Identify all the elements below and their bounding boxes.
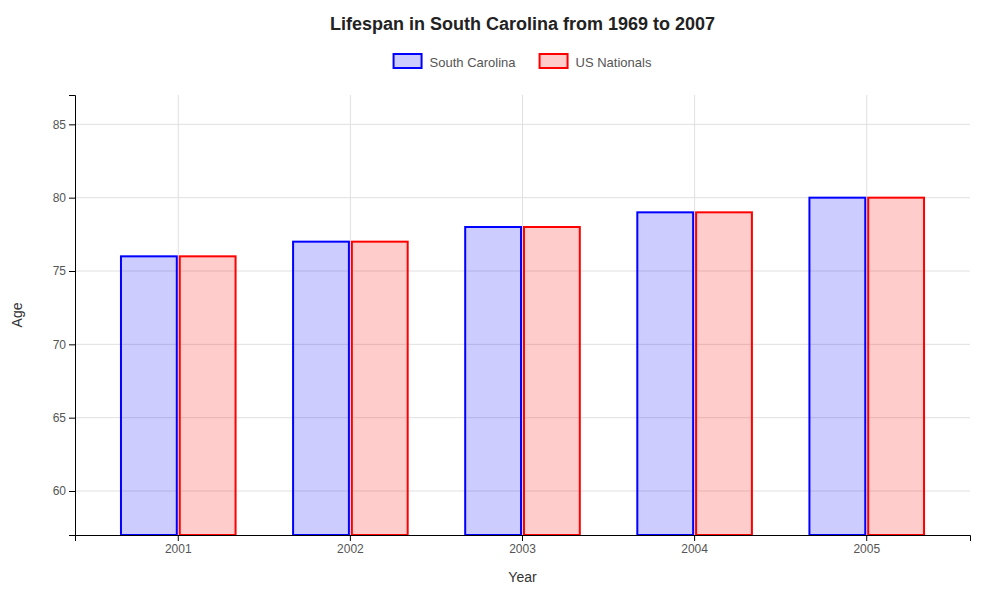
grid-line-x [866, 95, 867, 535]
grid-line-x [694, 95, 695, 535]
bar [121, 256, 177, 535]
bar [524, 227, 580, 535]
x-tick-label: 2005 [853, 542, 880, 556]
x-tick: 2003 [509, 535, 536, 556]
bar-series [180, 198, 924, 535]
x-tick-mark [866, 535, 867, 541]
x-tick-label: 2002 [337, 542, 364, 556]
y-axis-line [69, 96, 76, 536]
y-tick: 85 [53, 118, 75, 132]
x-tick: 2002 [337, 535, 364, 556]
y-tick: 75 [53, 264, 75, 278]
x-tick-mark [694, 535, 695, 541]
y-tick-mark [69, 344, 75, 345]
y-tick-label: 75 [53, 264, 67, 278]
y-tick-label: 80 [53, 191, 67, 205]
y-tick-label: 65 [53, 411, 67, 425]
bar [637, 212, 693, 535]
y-tick: 70 [53, 338, 75, 352]
y-tick-label: 70 [53, 338, 67, 352]
x-axis-line [76, 536, 971, 542]
bar-series [121, 198, 865, 535]
y-tick-mark [69, 271, 75, 272]
chart-container: 2001 2002 2003 2004 2005 60 65 70 75 80 85 Year Age L… [0, 0, 1000, 600]
x-tick-label: 2003 [509, 542, 536, 556]
background [0, 0, 1000, 600]
x-tick-label: 2004 [681, 542, 708, 556]
x-tick-mark [350, 535, 351, 541]
chart-svg: 2001 2002 2003 2004 2005 60 65 70 75 80 85 Year Age L… [0, 0, 1000, 600]
x-tick-mark [522, 535, 523, 541]
y-tick-label: 60 [53, 484, 67, 498]
bar [696, 212, 752, 535]
bar [465, 227, 521, 535]
x-tick: 2005 [853, 535, 880, 556]
chart-title: Lifespan in South Carolina from 1969 to … [330, 14, 715, 34]
bars [121, 198, 924, 535]
y-tick: 60 [53, 484, 75, 498]
legend-label: South Carolina [430, 55, 517, 70]
bar [293, 242, 349, 535]
legend-item: US Nationals [540, 54, 652, 70]
x-tick-label: 2001 [165, 542, 192, 556]
plot-area: 2001 2002 2003 2004 2005 60 65 70 75 80 85 [53, 95, 971, 556]
x-tick: 2001 [165, 535, 192, 556]
grid-line-x [178, 95, 179, 535]
y-tick-mark [69, 124, 75, 125]
grid-line-x [350, 95, 351, 535]
y-tick: 65 [53, 411, 75, 425]
legend-swatch [540, 54, 568, 68]
grid [75, 95, 970, 535]
x-tick: 2004 [681, 535, 708, 556]
y-tick: 80 [53, 191, 75, 205]
y-axis: 60 65 70 75 80 85 [53, 96, 76, 536]
y-tick-mark [69, 198, 75, 199]
legend-item: South Carolina [394, 54, 517, 70]
y-tick-mark [69, 491, 75, 492]
bar [868, 198, 924, 535]
bar [180, 256, 236, 535]
y-tick-label: 85 [53, 118, 67, 132]
bar [352, 242, 408, 535]
grid-line-x [522, 95, 523, 535]
y-axis-title: Age [9, 302, 25, 327]
x-axis: 2001 2002 2003 2004 2005 [76, 535, 971, 556]
legend: South Carolina US Nationals [394, 54, 652, 70]
legend-swatch [394, 54, 422, 68]
x-tick-mark [178, 535, 179, 541]
y-tick-mark [69, 418, 75, 419]
legend-label: US Nationals [576, 55, 652, 70]
x-axis-title: Year [508, 569, 537, 585]
bar [809, 198, 865, 535]
